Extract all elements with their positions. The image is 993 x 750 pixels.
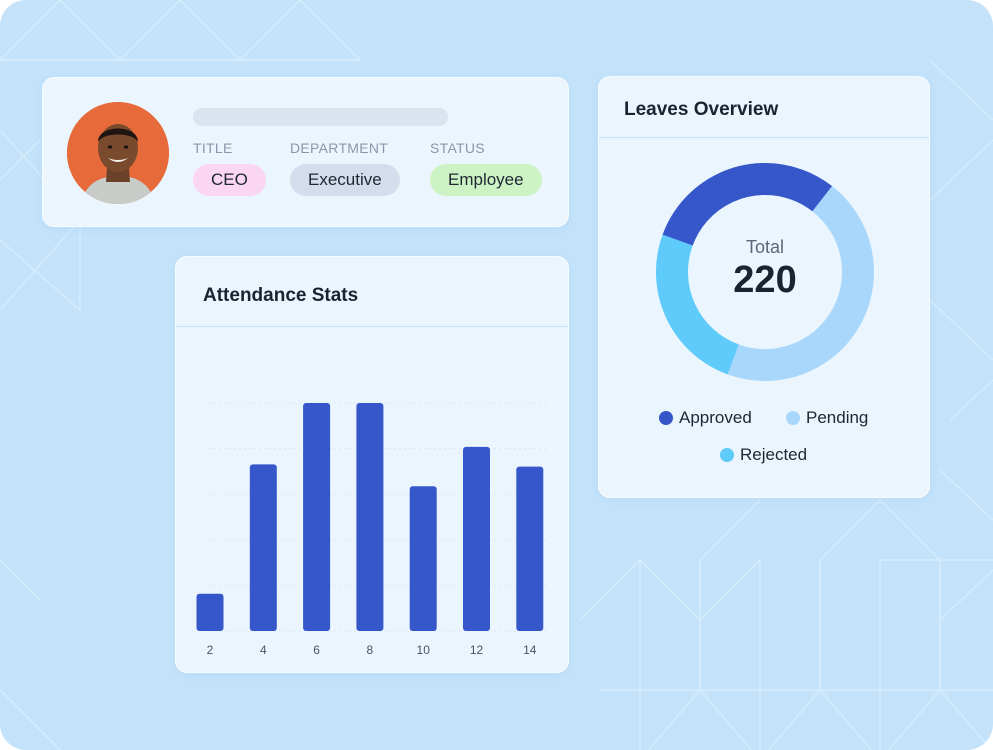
title-label: TITLE — [193, 140, 233, 156]
avatar — [67, 102, 169, 204]
bar — [249, 464, 277, 631]
legend-approved: Approved — [659, 408, 752, 428]
profile-card: TITLE CEO DEPARTMENT Executive STATUS Em… — [42, 77, 569, 227]
bar — [409, 486, 437, 631]
legend-pending: Pending — [786, 408, 868, 428]
x-tick-label: 14 — [523, 643, 537, 657]
bar — [463, 446, 490, 631]
x-tick-label: 4 — [260, 643, 267, 657]
title-field: TITLE CEO — [193, 140, 266, 196]
leaves-donut-chart — [656, 163, 874, 381]
legend-rejected: Rejected — [720, 445, 807, 465]
legend-pending-label: Pending — [806, 408, 869, 427]
department-badge: Executive — [290, 164, 400, 196]
person-photo-icon — [67, 102, 169, 204]
donut-total-label: Total — [745, 237, 785, 257]
status-label: STATUS — [430, 140, 485, 156]
donut-slice — [656, 163, 874, 381]
legend-approved-dot — [659, 411, 673, 425]
legend-approved-label: Approved — [679, 408, 752, 427]
legend-pending-dot — [786, 411, 800, 425]
legend-rejected-dot — [720, 448, 734, 462]
attendance-bar-chart: 2 4 6 8 10 12 14 — [196, 402, 546, 657]
bar — [303, 403, 331, 631]
bar — [356, 403, 384, 631]
x-tick-label: 2 — [207, 643, 214, 657]
name-placeholder-bar — [193, 108, 448, 126]
attendance-divider — [176, 326, 568, 327]
leaves-divider — [599, 137, 929, 138]
department-label: DEPARTMENT — [290, 140, 389, 156]
status-field: STATUS Employee — [430, 140, 542, 196]
x-tick-label: 6 — [313, 643, 320, 657]
donut-total-value: 220 — [733, 259, 797, 301]
title-badge: CEO — [193, 164, 266, 196]
bar — [196, 593, 224, 631]
attendance-title: Attendance Stats — [203, 285, 359, 306]
leaves-card: Leaves Overview Total 220 Approved Pendi… — [598, 76, 930, 498]
status-badge: Employee — [430, 164, 542, 196]
x-tick-label: 10 — [417, 643, 431, 657]
attendance-card: Attendance Stats 2 4 6 8 10 12 14 — [175, 256, 569, 673]
leaves-title: Leaves Overview — [624, 99, 779, 120]
x-tick-label: 12 — [470, 643, 484, 657]
department-field: DEPARTMENT Executive — [290, 140, 400, 196]
x-tick-label: 8 — [367, 643, 374, 657]
bar — [516, 466, 544, 631]
legend-rejected-label: Rejected — [740, 445, 808, 464]
